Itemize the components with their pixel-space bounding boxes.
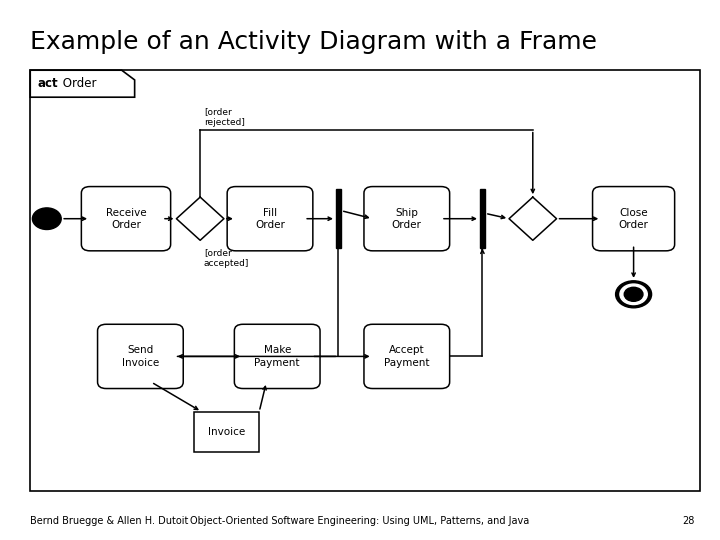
Circle shape xyxy=(32,208,61,230)
Circle shape xyxy=(616,281,652,308)
Text: Receive
Order: Receive Order xyxy=(106,207,146,230)
Bar xyxy=(194,411,259,453)
Circle shape xyxy=(620,284,647,305)
FancyBboxPatch shape xyxy=(98,324,183,388)
Text: Bernd Bruegge & Allen H. Dutoit: Bernd Bruegge & Allen H. Dutoit xyxy=(30,516,189,526)
Text: Make
Payment: Make Payment xyxy=(254,345,300,368)
Bar xyxy=(480,189,485,248)
Text: Close
Order: Close Order xyxy=(618,207,649,230)
Text: Ship
Order: Ship Order xyxy=(392,207,422,230)
Text: 28: 28 xyxy=(683,516,695,526)
Bar xyxy=(30,70,700,491)
Polygon shape xyxy=(509,197,557,240)
Text: [order
rejected]: [order rejected] xyxy=(204,107,245,127)
Text: Accept
Payment: Accept Payment xyxy=(384,345,430,368)
FancyBboxPatch shape xyxy=(593,186,675,251)
FancyBboxPatch shape xyxy=(235,324,320,388)
Circle shape xyxy=(624,287,643,301)
Text: Send
Invoice: Send Invoice xyxy=(122,345,159,368)
FancyBboxPatch shape xyxy=(364,186,449,251)
Text: Example of an Activity Diagram with a Frame: Example of an Activity Diagram with a Fr… xyxy=(30,30,598,53)
Polygon shape xyxy=(30,70,135,97)
Text: Order: Order xyxy=(59,77,96,90)
Text: act: act xyxy=(37,77,58,90)
FancyBboxPatch shape xyxy=(81,186,171,251)
FancyBboxPatch shape xyxy=(228,186,312,251)
Text: Fill
Order: Fill Order xyxy=(255,207,285,230)
Text: [order
accepted]: [order accepted] xyxy=(204,248,249,268)
Text: Invoice: Invoice xyxy=(208,427,246,437)
Text: Object-Oriented Software Engineering: Using UML, Patterns, and Java: Object-Oriented Software Engineering: Us… xyxy=(190,516,530,526)
Polygon shape xyxy=(176,197,224,240)
Bar xyxy=(336,189,341,248)
FancyBboxPatch shape xyxy=(364,324,449,388)
